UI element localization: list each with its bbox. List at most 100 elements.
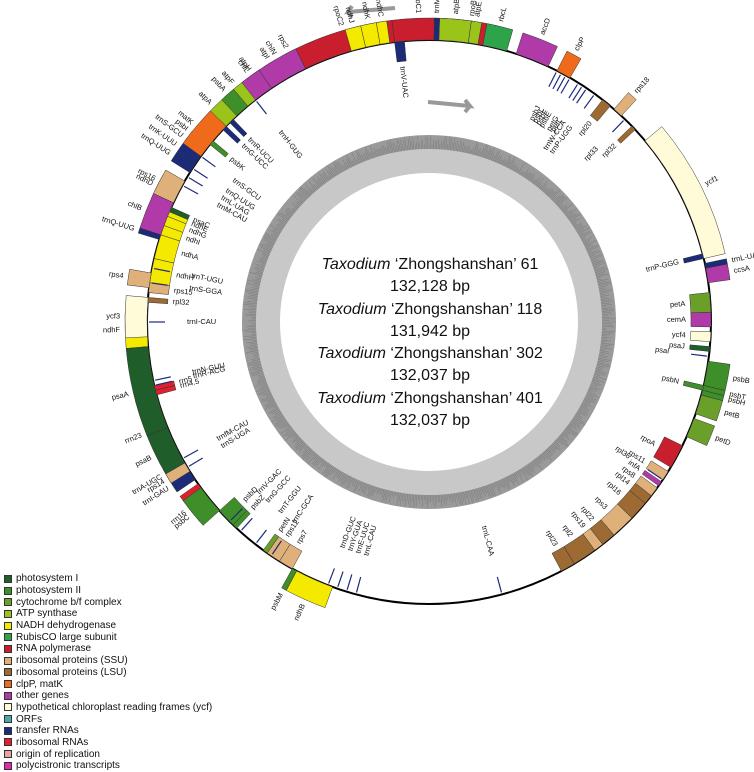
gene-block-rps15: [148, 282, 170, 295]
gene-block-trnR-UCU: [229, 118, 248, 138]
gene-label: psbH: [727, 395, 746, 408]
small-gene-label: rpl33: [582, 144, 600, 162]
gene-label: rbcL: [496, 6, 508, 22]
gene-block-rbcL: [482, 23, 514, 52]
legend-label: photosystem I: [16, 573, 79, 585]
gene-label: ndhK: [360, 1, 372, 20]
legend-swatch: [4, 586, 12, 595]
gene-block-trnK-UUU: [176, 142, 202, 165]
gene-label: ycf3: [106, 311, 120, 320]
gene-block-ndhK: [360, 22, 381, 48]
gene-block-ndhA: [153, 234, 181, 264]
legend-item: NADH dehydrogenase: [4, 620, 212, 632]
gene-label: petA: [670, 299, 686, 309]
trna-tick: [355, 576, 362, 593]
genome-size-4: 132,037 bp: [389, 412, 471, 429]
gene-label: accD: [538, 16, 553, 36]
gene-block-rps14: [165, 462, 191, 484]
direction-arrows: [344, 4, 475, 114]
legend-item: RNA polymerase: [4, 643, 212, 655]
gene-block-psbB: [703, 360, 731, 391]
gc-content-ring: [242, 135, 616, 509]
gene-label: ycf4: [672, 330, 686, 340]
gene-label: ndhJ: [344, 6, 357, 24]
gene-label: rps4: [108, 269, 124, 280]
gene-label: rpl32: [172, 297, 189, 307]
trna-tick: [560, 79, 570, 94]
legend-swatch: [4, 598, 12, 607]
legend-item: photosystem I: [4, 573, 212, 585]
trna-tick: [568, 84, 578, 99]
legend-item: ribosomal RNAs: [4, 737, 212, 749]
gene-block-petN: [262, 533, 280, 554]
gene-block-rpoA: [653, 436, 683, 468]
gene-block-psbA: [221, 88, 249, 117]
gene-block-petD: [686, 418, 715, 446]
small-gene-label: rpl36: [614, 444, 633, 461]
trna-tick: [328, 568, 335, 584]
gene-label: atpA: [197, 89, 214, 106]
legend-item: clpP, matK: [4, 678, 212, 690]
legend-swatch: [4, 738, 12, 747]
gene-label: ycf1: [703, 173, 719, 187]
legend-item: polycistronic transcripts: [4, 760, 212, 772]
small-gene-label: psaI: [655, 345, 670, 356]
gene-label: rpoC1: [414, 0, 424, 13]
gene-label: clpP: [572, 35, 587, 52]
gene-block-rpl32: [617, 125, 636, 144]
gene-label: chlB: [126, 199, 143, 213]
legend-swatch: [4, 656, 12, 665]
gene-label: psbT: [729, 389, 748, 402]
gene-label: petB: [723, 408, 740, 421]
gene-block-ycf4: [690, 330, 712, 342]
legend-swatch: [4, 574, 12, 583]
gene-label: ndhI: [185, 234, 202, 247]
gene-label: trnQ-UUG: [101, 214, 136, 233]
gene-block-rps19: [582, 528, 603, 551]
gene-block-ccsA: [705, 263, 731, 284]
trna-tick: [337, 571, 344, 587]
legend-label: photosystem II: [16, 585, 82, 597]
trna-tick: [193, 168, 208, 179]
gene-label: psaA: [111, 389, 130, 402]
gene-block-clpP: [556, 50, 582, 79]
legend-swatch: [4, 609, 12, 618]
trna-tick: [548, 72, 557, 88]
gene-label: rpl20: [576, 119, 593, 138]
gene-label: trnP-GGG: [645, 257, 680, 274]
legend-label: hypothetical chloroplast reading frames …: [16, 701, 213, 713]
legend-swatch: [4, 691, 12, 700]
legend-item: hypothetical chloroplast reading frames …: [4, 702, 212, 714]
gene-label: rpl2: [561, 523, 575, 538]
legend-swatch: [4, 703, 12, 712]
legend-label: RNA polymerase: [16, 643, 92, 655]
genome-label-2: Taxodium ‘Zhongshanshan’ 118: [317, 301, 543, 318]
legend-swatch: [4, 750, 12, 759]
gene-block-trnV-UAC: [394, 40, 407, 63]
gene-label: rpl32: [600, 141, 618, 159]
trna-tick: [583, 95, 595, 109]
legend-label: ribosomal RNAs: [16, 736, 89, 748]
gene-block-trnM-CAU: [433, 17, 440, 41]
gene-block-trnQ-UUG: [137, 227, 162, 240]
gene-block-rpl23: [551, 546, 575, 572]
legend-label: other genes: [16, 690, 69, 702]
gene-block-rps18: [613, 92, 637, 117]
gene-label: trnL-UAG: [731, 249, 754, 264]
gene-label: rrn5: [178, 374, 193, 386]
gene-block-psbC: [182, 487, 220, 526]
legend-label: origin of replication: [16, 748, 100, 760]
gene-block-psbH: [701, 389, 725, 401]
gene-block-psaJ: [689, 344, 711, 352]
gene-label: rps15: [173, 286, 193, 297]
gene-block-rps7: [279, 543, 303, 569]
trna-tick: [183, 449, 199, 459]
trna-tick: [241, 517, 253, 531]
gene-block-infA: [641, 470, 662, 487]
legend-label: polycistronic transcripts: [16, 760, 120, 772]
gene-block-psbN: [682, 380, 705, 391]
gene-block-rpl22: [589, 519, 615, 545]
gene-block-accD: [515, 32, 558, 67]
legend-item: ribosomal proteins (SSU): [4, 655, 212, 667]
gene-block-atpE: [467, 20, 483, 45]
